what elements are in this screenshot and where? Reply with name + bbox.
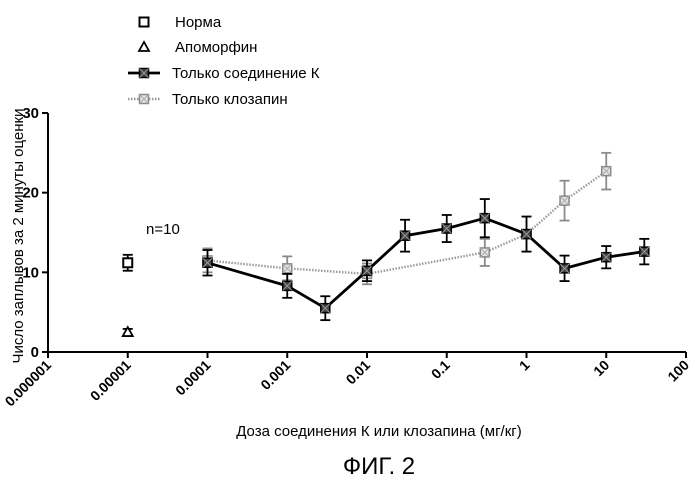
legend-marker bbox=[140, 18, 149, 27]
legend-label: Апоморфин bbox=[175, 39, 257, 56]
x-tick-label: 0.1 bbox=[428, 357, 453, 382]
series-layer bbox=[123, 153, 650, 336]
legend-marker bbox=[140, 95, 149, 104]
legend-item-1: Норма bbox=[140, 14, 222, 31]
legend-label: Только клозапин bbox=[172, 91, 288, 108]
data-point bbox=[283, 281, 292, 290]
data-point bbox=[560, 264, 569, 273]
series-3 bbox=[203, 199, 650, 320]
data-point bbox=[363, 266, 372, 275]
data-point bbox=[283, 264, 292, 273]
legend-item-4: Только клозапин bbox=[128, 91, 288, 108]
axes bbox=[42, 113, 686, 358]
x-tick-label: 0.00001 bbox=[87, 357, 134, 404]
series-4 bbox=[203, 153, 612, 284]
x-axis-title: Доза соединения К или клозапина (мг/кг) bbox=[236, 423, 522, 440]
data-point bbox=[123, 258, 132, 267]
data-point bbox=[522, 230, 531, 239]
x-tick-labels: 0.000001 0.00001 0.0001 0.001 0.01 0.1 1 10 100 bbox=[2, 357, 693, 410]
data-point bbox=[321, 304, 330, 313]
legend-label: Только соединение К bbox=[172, 65, 320, 82]
data-point bbox=[640, 247, 649, 256]
x-tick-label: 0.0001 bbox=[172, 357, 214, 399]
data-point bbox=[480, 214, 489, 223]
x-tick-label: 0.01 bbox=[343, 357, 374, 388]
data-point bbox=[442, 224, 451, 233]
data-point bbox=[602, 167, 611, 176]
series-2 bbox=[123, 327, 133, 336]
legend-item-2: Апоморфин bbox=[139, 39, 257, 56]
legend-marker bbox=[139, 42, 149, 51]
legend-label: Норма bbox=[175, 14, 222, 31]
figure-caption: ФИГ. 2 bbox=[343, 453, 415, 480]
y-axis-title: Число заплывов за 2 минуты оценки bbox=[10, 109, 27, 364]
data-point bbox=[401, 231, 410, 240]
x-tick-label: 100 bbox=[664, 357, 692, 385]
y-tick-label: 0 bbox=[31, 344, 39, 361]
data-point bbox=[602, 253, 611, 262]
legend-marker bbox=[140, 69, 149, 78]
series-1 bbox=[123, 255, 133, 271]
x-tick-label: 0.000001 bbox=[2, 357, 55, 410]
data-point bbox=[560, 196, 569, 205]
data-point bbox=[480, 248, 489, 257]
series-line bbox=[208, 171, 607, 274]
annotation-n: n=10 bbox=[146, 221, 180, 238]
legend: Норма Апоморфин Только соединение К Только … bbox=[128, 14, 320, 108]
x-tick-label: 10 bbox=[590, 357, 612, 379]
data-point bbox=[203, 258, 212, 267]
x-tick-label: 0.001 bbox=[257, 357, 293, 393]
legend-item-3: Только соединение К bbox=[128, 65, 320, 82]
x-tick-label: 1 bbox=[516, 357, 533, 374]
